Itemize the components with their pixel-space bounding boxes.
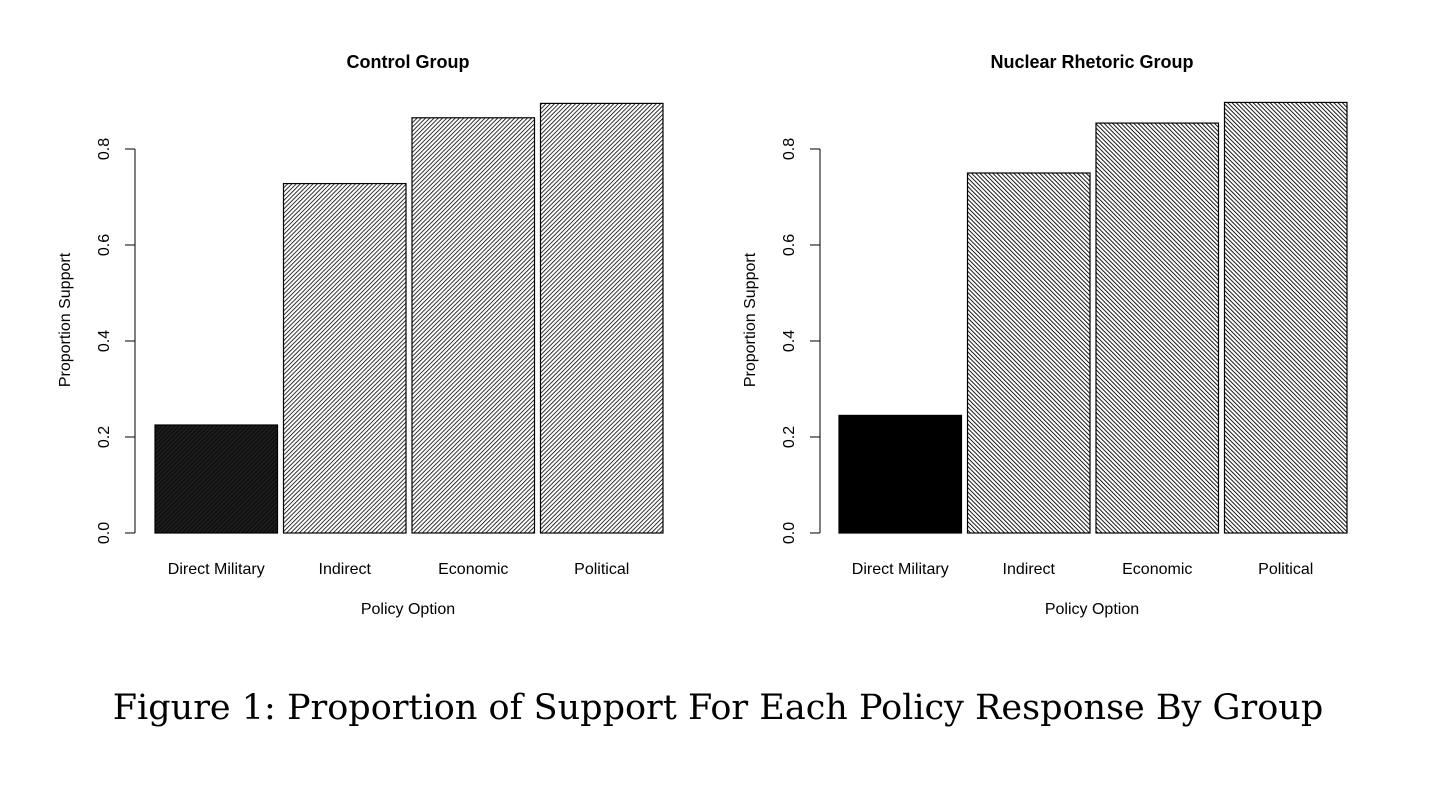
x-tick-label: Economic [438, 561, 508, 578]
x-tick-label: Indirect [319, 561, 372, 578]
y-tick-label: 0.6 [96, 234, 113, 256]
bar-direct-military [838, 414, 963, 534]
bar-indirect [282, 182, 407, 534]
x-tick-label: Political [1258, 561, 1313, 578]
y-tick-label: 0.4 [781, 330, 798, 352]
y-tick-label: 0.6 [781, 234, 798, 256]
figure-charts: Control Group Direct Military Indirect Econ… [57, 52, 1348, 618]
x-axis-label: Policy Option [1045, 601, 1139, 618]
chart-nuclear-rhetoric-group: Nuclear Rhetoric Group Direct Military Ind… [742, 52, 1348, 618]
x-tick-label: Direct Military [852, 561, 949, 578]
x-axis-label: Policy Option [361, 601, 455, 618]
bar-direct-military [154, 424, 279, 534]
y-tick-label: 0.2 [781, 426, 798, 448]
y-tick-label: 0.4 [96, 330, 113, 352]
chart-control-group: Control Group Direct Military Indirect Econ… [57, 52, 664, 618]
chart-title: Nuclear Rhetoric Group [990, 52, 1193, 72]
bar-political [539, 102, 664, 534]
x-tick-label: Direct Military [168, 561, 265, 578]
chart-title: Control Group [347, 52, 470, 72]
y-axis-label: Proportion Support [57, 252, 74, 387]
x-tick-label: Indirect [1003, 561, 1056, 578]
y-tick-label: 0.8 [96, 138, 113, 160]
y-axis-label: Proportion Support [742, 252, 759, 387]
y-tick-label: 0.0 [781, 522, 798, 544]
x-tick-label: Political [574, 561, 629, 578]
bar-economic [411, 117, 536, 534]
y-tick-label: 0.2 [96, 426, 113, 448]
bar-economic [1095, 122, 1220, 534]
y-tick-label: 0.0 [96, 522, 113, 544]
y-tick-label: 0.8 [781, 138, 798, 160]
bar-indirect [966, 172, 1091, 534]
x-tick-label: Economic [1122, 561, 1192, 578]
figure-caption: Figure 1: Proportion of Support For Each… [112, 688, 1324, 728]
bar-political [1223, 101, 1348, 534]
